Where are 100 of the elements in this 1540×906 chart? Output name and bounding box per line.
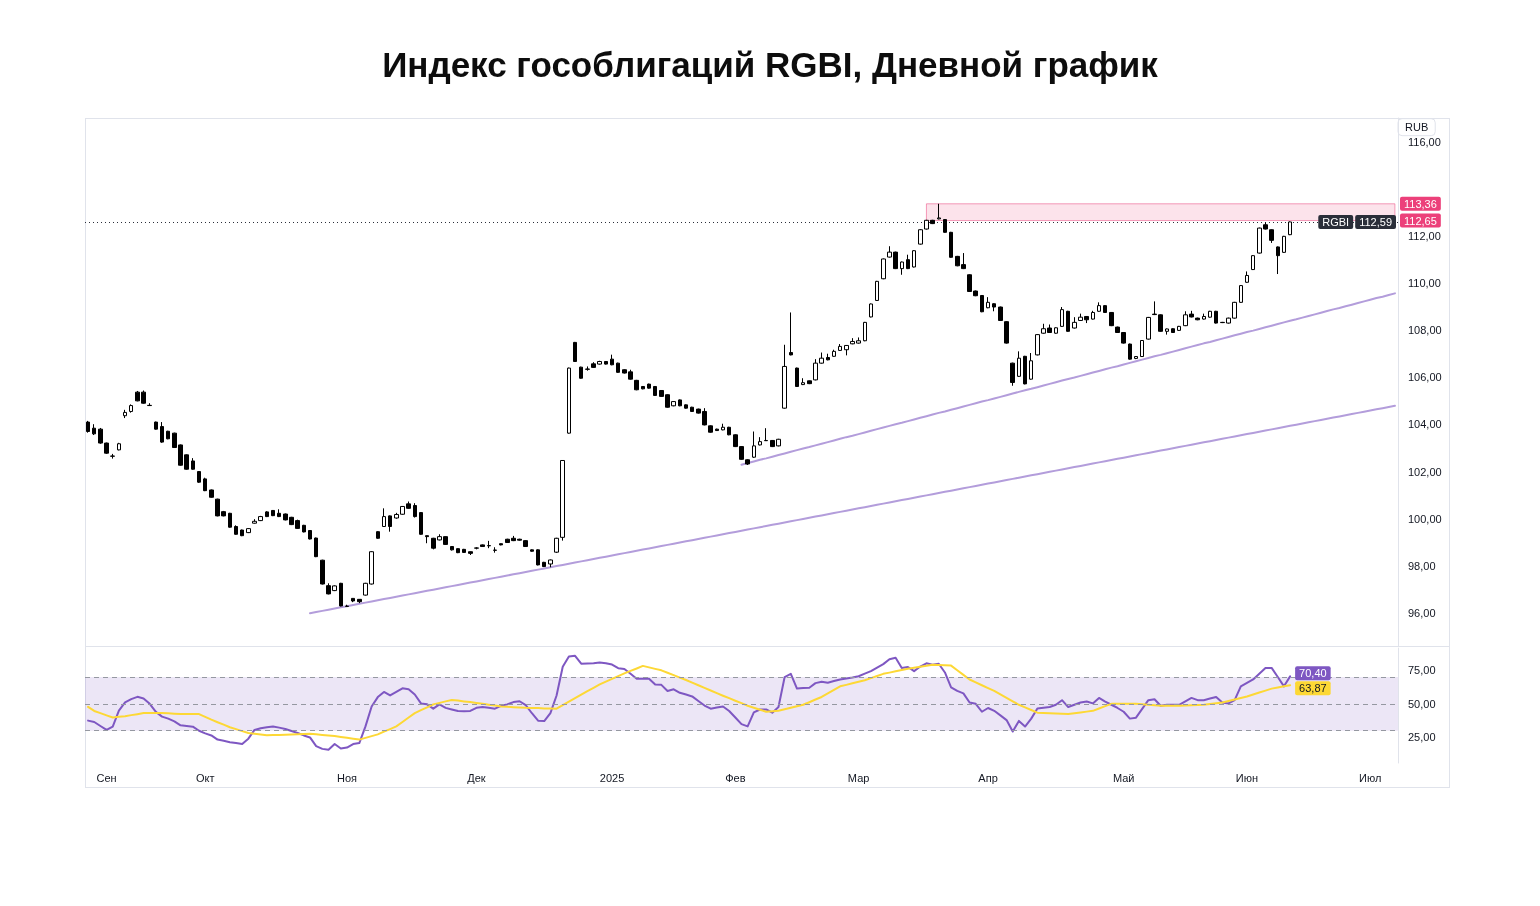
candlestick [684, 403, 688, 410]
candlestick [1066, 310, 1070, 333]
candlestick [197, 470, 201, 484]
candlestick [634, 379, 639, 391]
candlestick [764, 427, 768, 442]
line-series [740, 292, 1396, 466]
candlestick [413, 502, 417, 519]
candlestick [616, 362, 620, 374]
candlestick [487, 540, 491, 549]
y-tick-label: 112,00 [1408, 229, 1441, 242]
candlestick [419, 511, 423, 536]
candlestick [560, 459, 565, 542]
candlestick [900, 261, 904, 276]
x-tick-label: Сен [96, 771, 117, 784]
candlestick [585, 365, 590, 372]
candlestick [789, 311, 793, 356]
line-series [87, 663, 1292, 741]
ref-line-label: RGBI [1322, 215, 1350, 228]
x-tick-label: Мар [847, 771, 870, 784]
candlestick [1023, 355, 1027, 385]
y-tick-label: 106,00 [1408, 371, 1442, 384]
x-tick-label: Май [1112, 771, 1135, 784]
candlestick [647, 383, 651, 390]
x-tick-label: Окт [195, 771, 215, 784]
candlestick [752, 431, 756, 459]
candlestick [986, 296, 990, 309]
candlestick [715, 428, 719, 432]
candlestick [1128, 343, 1132, 361]
line-series [309, 404, 1396, 615]
candlestick [758, 436, 762, 446]
annotation: 112,65 [1404, 214, 1437, 227]
candlestick [191, 457, 195, 471]
candlestick [1251, 254, 1255, 271]
candlestick [943, 218, 947, 234]
y-axis-title: RUB [1405, 121, 1429, 134]
candlestick [554, 537, 559, 554]
y-tick-label: 25,00 [1408, 731, 1436, 744]
candlestick [160, 421, 164, 444]
candlestick [844, 344, 849, 356]
y-tick-label: 102,00 [1408, 465, 1442, 478]
candlestick [1035, 333, 1040, 356]
candlestick [209, 488, 214, 499]
candlestick [1165, 327, 1169, 336]
candlestick [302, 524, 306, 533]
candlestick [1146, 316, 1151, 341]
candlestick [499, 542, 503, 546]
candlestick [351, 597, 355, 603]
candlestick [1097, 301, 1101, 313]
x-tick-label: Апр [978, 771, 998, 784]
candlestick [456, 547, 460, 554]
candlestick [1140, 339, 1144, 358]
candlestick [154, 421, 158, 431]
y-tick-label: 116,00 [1408, 135, 1441, 148]
candlestick [1282, 235, 1286, 254]
candlestick [493, 546, 497, 554]
candlestick [838, 343, 842, 352]
candlestick [1214, 310, 1218, 325]
candlestick [863, 321, 867, 342]
candlestick [690, 406, 694, 413]
candlestick [1029, 352, 1033, 381]
candlestick [117, 442, 121, 451]
candlestick [92, 423, 96, 436]
candlestick [567, 367, 571, 435]
candlestick [203, 477, 207, 492]
candlestick [123, 409, 127, 419]
candlestick [530, 548, 534, 553]
candlestick [468, 550, 473, 556]
candlestick [826, 353, 830, 361]
annotation: 112,59 [1359, 215, 1392, 228]
candlestick [727, 426, 731, 436]
candlestick [1171, 327, 1175, 334]
candlestick [832, 349, 836, 358]
y-tick-label: 50,00 [1408, 697, 1436, 710]
line-series [87, 654, 1292, 751]
y-tick-label: 110,00 [1408, 277, 1441, 289]
y-tick-label: 98,00 [1408, 559, 1436, 572]
candlestick [474, 546, 479, 550]
candlestick [357, 598, 362, 604]
candlestick [240, 529, 244, 537]
candlestick [277, 508, 281, 518]
candlestick [881, 257, 886, 280]
candlestick [949, 231, 953, 259]
candlestick [376, 530, 380, 540]
candlestick [1054, 326, 1058, 335]
candlestick [604, 360, 608, 366]
candlestick [1017, 350, 1021, 378]
candlestick [1202, 313, 1206, 321]
candlestick [1072, 316, 1077, 329]
candlestick [1010, 362, 1015, 387]
candlestick [382, 507, 386, 528]
candlestick [1109, 311, 1114, 327]
y-tick-label: 108,00 [1408, 324, 1442, 337]
candlestick [1276, 245, 1280, 275]
candlestick [1004, 320, 1009, 345]
candlestick [86, 420, 90, 434]
candlestick [271, 509, 275, 517]
candlestick [610, 354, 614, 366]
candlestick [1208, 310, 1212, 319]
candlestick [992, 302, 996, 312]
candlestick [1103, 304, 1107, 314]
